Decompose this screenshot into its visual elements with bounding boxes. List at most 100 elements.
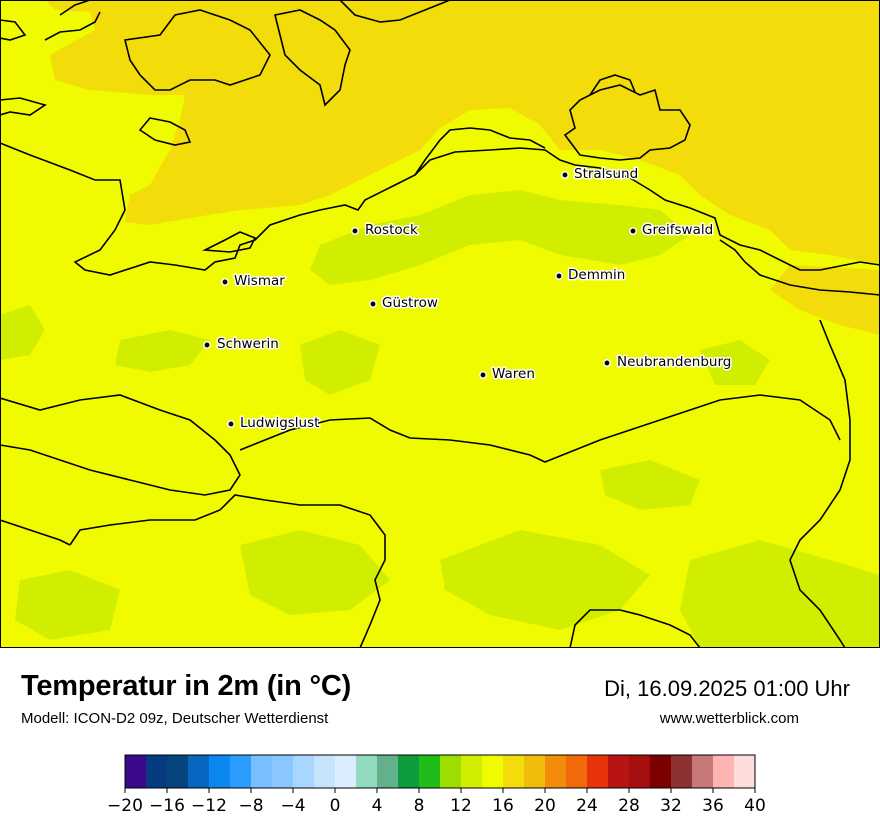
field-cool-9 bbox=[600, 460, 700, 510]
colorbar-cell bbox=[713, 755, 735, 788]
colorbar-cell bbox=[692, 755, 714, 788]
colorbar-cell bbox=[314, 755, 336, 788]
city-dot bbox=[203, 341, 211, 349]
colorbar-ticks: −20 −16 −12 −8 −4 0 4 8 12 16 20 24 28 32 36 40 bbox=[107, 788, 766, 816]
border-bb-sub bbox=[69, 494, 386, 648]
city-dot bbox=[227, 420, 235, 428]
colorbar-cell bbox=[377, 755, 399, 788]
city-demmin[interactable]: Demmin bbox=[555, 266, 627, 285]
colorbar: −20 −16 −12 −8 −4 0 4 8 12 16 20 24 28 32 36 40 bbox=[107, 754, 766, 816]
field-cool-4 bbox=[300, 330, 380, 395]
colorbar-cell bbox=[125, 755, 147, 788]
danish-island-3 bbox=[124, 9, 271, 91]
ruegen-north bbox=[589, 74, 636, 96]
colorbar-cell bbox=[356, 755, 378, 788]
city-label: Neubrandenburg bbox=[617, 354, 731, 370]
legend-footer: Temperatur in 2m (in °C) Modell: ICON-D2… bbox=[0, 648, 880, 830]
colorbar-cell bbox=[671, 755, 693, 788]
colorbar-cell bbox=[335, 755, 357, 788]
valid-datetime: Di, 16.09.2025 01:00 Uhr bbox=[604, 676, 850, 701]
colorbar-cell bbox=[503, 755, 525, 788]
city-rostock[interactable]: Rostock bbox=[351, 221, 420, 240]
colorbar-tick-label: 16 bbox=[492, 796, 514, 816]
colorbar-cell bbox=[293, 755, 315, 788]
danish-island-7 bbox=[0, 97, 47, 116]
colorbar-tick-label: 12 bbox=[450, 796, 472, 816]
poel-island bbox=[202, 231, 257, 253]
colorbar-cell bbox=[272, 755, 294, 788]
colorbar-cell bbox=[440, 755, 462, 788]
border-left-bottom bbox=[0, 519, 71, 546]
city-dot bbox=[555, 272, 563, 280]
city-wismar[interactable]: Wismar bbox=[221, 272, 287, 291]
field-cool-1 bbox=[310, 190, 690, 285]
mainland-coast bbox=[0, 142, 880, 276]
danish-island-5 bbox=[339, 0, 451, 23]
city-dot bbox=[369, 300, 377, 308]
colorbar-tick-label: 24 bbox=[576, 796, 598, 816]
temperature-field bbox=[0, 0, 880, 648]
colorbar-cells bbox=[125, 755, 756, 788]
field-cool-7 bbox=[240, 530, 390, 615]
colorbar-cell bbox=[146, 755, 168, 788]
city-label: Greifswald bbox=[642, 222, 713, 238]
city-guestrow[interactable]: Güstrow bbox=[369, 294, 439, 313]
colorbar-tick-label: 36 bbox=[702, 796, 724, 816]
colorbar-frame bbox=[124, 754, 756, 789]
colorbar-tick-label: −16 bbox=[149, 796, 185, 816]
colorbar-cell bbox=[209, 755, 231, 788]
colorbar-cell bbox=[650, 755, 672, 788]
field-cool-6 bbox=[680, 540, 880, 648]
border-mv-south bbox=[239, 394, 841, 463]
field-warm-east bbox=[770, 265, 880, 335]
city-dot bbox=[629, 227, 637, 235]
colorbar-tick-label: −8 bbox=[238, 796, 263, 816]
border-ber bbox=[569, 609, 701, 648]
city-ludwigslust[interactable]: Ludwigslust bbox=[227, 414, 321, 433]
field-cool-8 bbox=[15, 570, 120, 640]
city-label: Waren bbox=[492, 366, 535, 382]
darss bbox=[414, 127, 546, 176]
danish-island-6 bbox=[138, 117, 192, 146]
city-stralsund[interactable]: Stralsund bbox=[561, 165, 640, 184]
colorbar-cell bbox=[482, 755, 504, 788]
colorbar-tick-label: 8 bbox=[414, 796, 425, 816]
colorbar-tick-label: 0 bbox=[330, 796, 341, 816]
border-pl bbox=[789, 319, 851, 648]
city-greifswald[interactable]: Greifswald bbox=[629, 221, 715, 240]
city-neubrandenburg[interactable]: Neubrandenburg bbox=[603, 353, 733, 372]
colorbar-tick-label: 20 bbox=[534, 796, 556, 816]
usedom bbox=[719, 239, 880, 296]
ruegen-island bbox=[563, 84, 691, 161]
colorbar-cell bbox=[608, 755, 630, 788]
field-cool-10 bbox=[700, 340, 770, 385]
colorbar-tick-label: 40 bbox=[744, 796, 766, 816]
city-waren[interactable]: Waren bbox=[479, 365, 536, 384]
city-dot bbox=[603, 359, 611, 367]
colorbar-cell bbox=[545, 755, 567, 788]
field-cool-3 bbox=[115, 330, 210, 372]
city-label: Schwerin bbox=[217, 336, 279, 352]
colorbar-cell bbox=[419, 755, 441, 788]
city-label: Wismar bbox=[234, 273, 285, 289]
danish-island-4 bbox=[274, 9, 351, 107]
colorbar-cell bbox=[524, 755, 546, 788]
colorbar-cell bbox=[230, 755, 252, 788]
colorbar-cell bbox=[251, 755, 273, 788]
city-label: Stralsund bbox=[574, 166, 638, 182]
city-label: Demmin bbox=[568, 267, 625, 283]
field-cool-5 bbox=[440, 530, 650, 630]
colorbar-tick-label: −12 bbox=[191, 796, 227, 816]
city-dot bbox=[351, 227, 359, 235]
colorbar-tick-label: 32 bbox=[660, 796, 682, 816]
colorbar-cell bbox=[629, 755, 651, 788]
city-schwerin[interactable]: Schwerin bbox=[203, 335, 280, 354]
website-link[interactable]: www.wetterblick.com bbox=[659, 710, 799, 727]
colorbar-cell bbox=[587, 755, 609, 788]
city-markers: Stralsund Rostock Greifswald Wismar Demm… bbox=[203, 165, 733, 433]
field-warm-sea bbox=[45, 0, 880, 265]
colorbar-tick-label: −4 bbox=[280, 796, 305, 816]
city-label: Rostock bbox=[365, 222, 418, 238]
map-title: Temperatur in 2m (in °C) bbox=[21, 670, 352, 702]
coastlines-and-borders bbox=[0, 0, 880, 648]
